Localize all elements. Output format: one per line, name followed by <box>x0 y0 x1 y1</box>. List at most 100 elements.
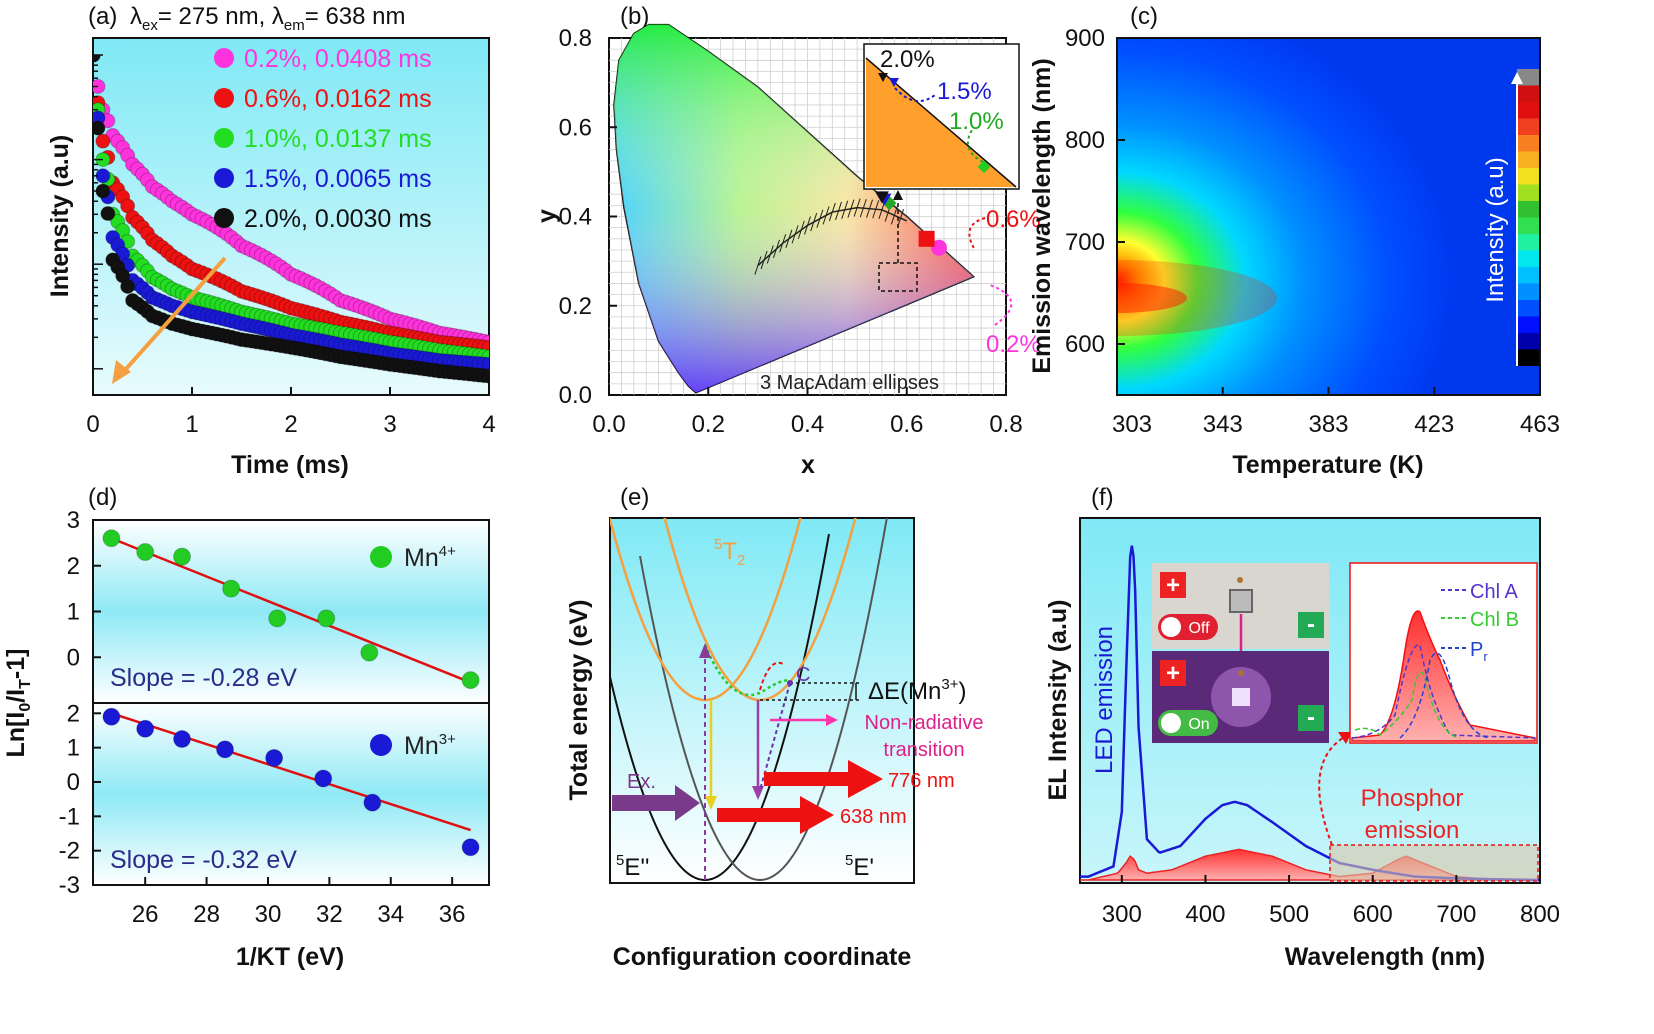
panel-e-label-nonrad-1: Non-radiative <box>865 712 984 734</box>
panel-f-xtick-label: 600 <box>1353 901 1393 928</box>
panel-c-xtick-label: 343 <box>1203 411 1243 438</box>
panel-d-point <box>136 719 155 738</box>
panel-b-zoom-box <box>878 262 918 292</box>
panel-f-toggle-on-knob <box>1161 713 1181 733</box>
panel-b-ytick-label: 0.2 <box>559 293 592 320</box>
panel-e-ylabel: Total energy (eV) <box>565 600 593 801</box>
panel-b-inset: 2.0% 1.5% 1.0% <box>863 43 1020 190</box>
panel-c-colorbar <box>1517 69 1539 366</box>
panel-a-legend-marker-3 <box>214 168 234 188</box>
panel-b-xtick-label: 0.6 <box>890 411 923 438</box>
panel-c-colorbar-swatch <box>1517 349 1539 366</box>
panel-e-label-t2: 5T2 <box>714 536 745 569</box>
panel-c-colorbar-swatch <box>1517 118 1539 135</box>
panel-f-photo-on-plus: + <box>1166 660 1180 687</box>
panel-d-legend-mn3: Mn3+ <box>404 731 456 760</box>
panel-a-point-0 <box>93 78 106 94</box>
panel-b-point-02 <box>931 239 948 256</box>
panel-e-label-776: 776 nm <box>888 770 955 792</box>
panel-b-planck-tick <box>754 256 762 275</box>
panel-b-planck-tick <box>785 229 793 248</box>
panel-d-xtick-label: 36 <box>439 901 466 928</box>
panel-d-ytick-label: 1 <box>67 735 80 762</box>
panel-b-inset-marker-15 <box>889 78 899 87</box>
panel-a-legend-label-3: 1.5%, 0.0065 ms <box>244 165 432 193</box>
panel-a-legend: 0.2%, 0.0408 ms 0.6%, 0.0162 ms 1.0%, 0.01… <box>214 45 432 233</box>
panel-e: (e) 5T2 5E'' 5E' <box>565 484 984 971</box>
panel-b-planck-tick <box>890 206 898 225</box>
panel-a-point-4 <box>481 368 489 384</box>
panel-b-planck-tick <box>872 200 880 219</box>
panel-d-label: (d) <box>88 484 117 511</box>
panel-f-photo-off-dot <box>1237 577 1243 583</box>
panel-b-planck-tick <box>773 239 780 259</box>
panel-b-planck-tick <box>841 200 849 219</box>
panel-a-legend-label-4: 2.0%, 0.0030 ms <box>244 205 432 233</box>
panel-d-fit-line <box>110 537 472 684</box>
panel-a-legend-marker-4 <box>214 208 234 228</box>
panel-c-ytick-label: 800 <box>1065 127 1105 154</box>
panel-e-label-ex: Ex. <box>627 771 656 793</box>
panel-c-heatmap-band <box>1117 260 1277 336</box>
panel-a-title: λex= 275 nm, λem= 638 nm <box>130 3 406 34</box>
panel-e-purple-arrowhead <box>752 786 764 800</box>
panel-b-inset-path-blue <box>894 87 936 103</box>
panel-c-ytick-label: 900 <box>1065 25 1105 52</box>
panel-b-inset-label-15: 1.5% <box>937 78 992 105</box>
panel-d-top-series <box>102 529 480 690</box>
panel-c-xlabel: Temperature (K) <box>1232 451 1423 479</box>
panel-d-point <box>461 671 480 690</box>
panel-d-legend-mn4-marker <box>370 546 392 568</box>
panel-d-xtick-label: 26 <box>132 901 159 928</box>
panel-d-point <box>222 579 241 598</box>
panel-e-parabola-t2-left <box>610 518 802 702</box>
panel-a-x-ticks: 0 1 2 3 4 <box>86 387 496 438</box>
panel-a: (a) λex= 275 nm, λem= 638 nm 0 1 2 3 4 Time … <box>46 3 496 479</box>
panel-d-xtick-label: 34 <box>377 901 404 928</box>
panel-a-legend-marker-0 <box>214 48 234 68</box>
panel-e-xlabel: Configuration coordinate <box>613 943 912 971</box>
panel-f-xtick-label: 500 <box>1269 901 1309 928</box>
panel-e-label-nonrad-2: transition <box>883 739 964 761</box>
panel-c-colorbar-swatch <box>1517 69 1539 86</box>
panel-b-planck-tick <box>859 198 867 218</box>
panel-a-trend-arrow <box>116 256 227 380</box>
panel-d-point <box>136 543 155 562</box>
panel-c-colorbar-swatch <box>1517 184 1539 201</box>
panel-b-point-06 <box>918 230 935 247</box>
panel-a-legend-label-2: 1.0%, 0.0137 ms <box>244 125 432 153</box>
panel-b-xlabel: x <box>801 451 815 479</box>
panel-f-toggle-off-knob <box>1161 617 1181 637</box>
panel-f-photo-off-minus-box <box>1298 612 1324 638</box>
panel-c-colorbar-swatch <box>1517 135 1539 152</box>
panel-d-ylabel: Ln[I0/IT-1] <box>2 649 34 758</box>
panel-a-xtick-label: 4 <box>482 411 495 438</box>
panel-b-callout-06 <box>968 217 986 251</box>
panel-b-ytick-label: 0.4 <box>559 204 592 231</box>
panel-f-photo-off-plus-box <box>1160 572 1186 598</box>
panel-c-x-ticks: 303 343 383 423 463 <box>1112 387 1560 438</box>
panel-f-inset-total <box>1351 610 1536 742</box>
panel-b-points <box>874 191 948 256</box>
panel-e-excitation-arrowhead <box>699 643 711 658</box>
panel-d-xtick-label: 28 <box>193 901 220 928</box>
panel-f-photo-on-minus: - <box>1307 704 1315 731</box>
panel-a-legend-label-0: 0.2%, 0.0408 ms <box>244 45 432 73</box>
panel-d-ytick-label: 2 <box>67 553 80 580</box>
panel-c-colorbar-swatch <box>1517 85 1539 102</box>
panel-d-legend-mn4: Mn4+ <box>404 543 456 572</box>
panel-b-ylabel: y <box>533 209 561 223</box>
panel-f-label: (f) <box>1091 484 1114 511</box>
panel-c-ytick-label: 600 <box>1065 331 1105 358</box>
panel-a-y-minor-ticks <box>93 54 103 370</box>
panel-f-inset-chlb <box>1354 671 1461 739</box>
panel-c-colorbar-swatch <box>1517 102 1539 119</box>
panel-d-ytick-label: 2 <box>67 700 80 727</box>
panel-f-xlabel: Wavelength (nm) <box>1285 943 1485 971</box>
panel-d-point <box>314 769 333 788</box>
panel-b-cie-overlay <box>613 24 974 393</box>
panel-b-planck-tick <box>797 220 805 240</box>
panel-c-colorbar-label: Intensity (a.u) <box>1482 157 1509 302</box>
panel-f-toggle-off-label: Off <box>1188 620 1210 637</box>
panel-a-point-1 <box>95 133 111 149</box>
